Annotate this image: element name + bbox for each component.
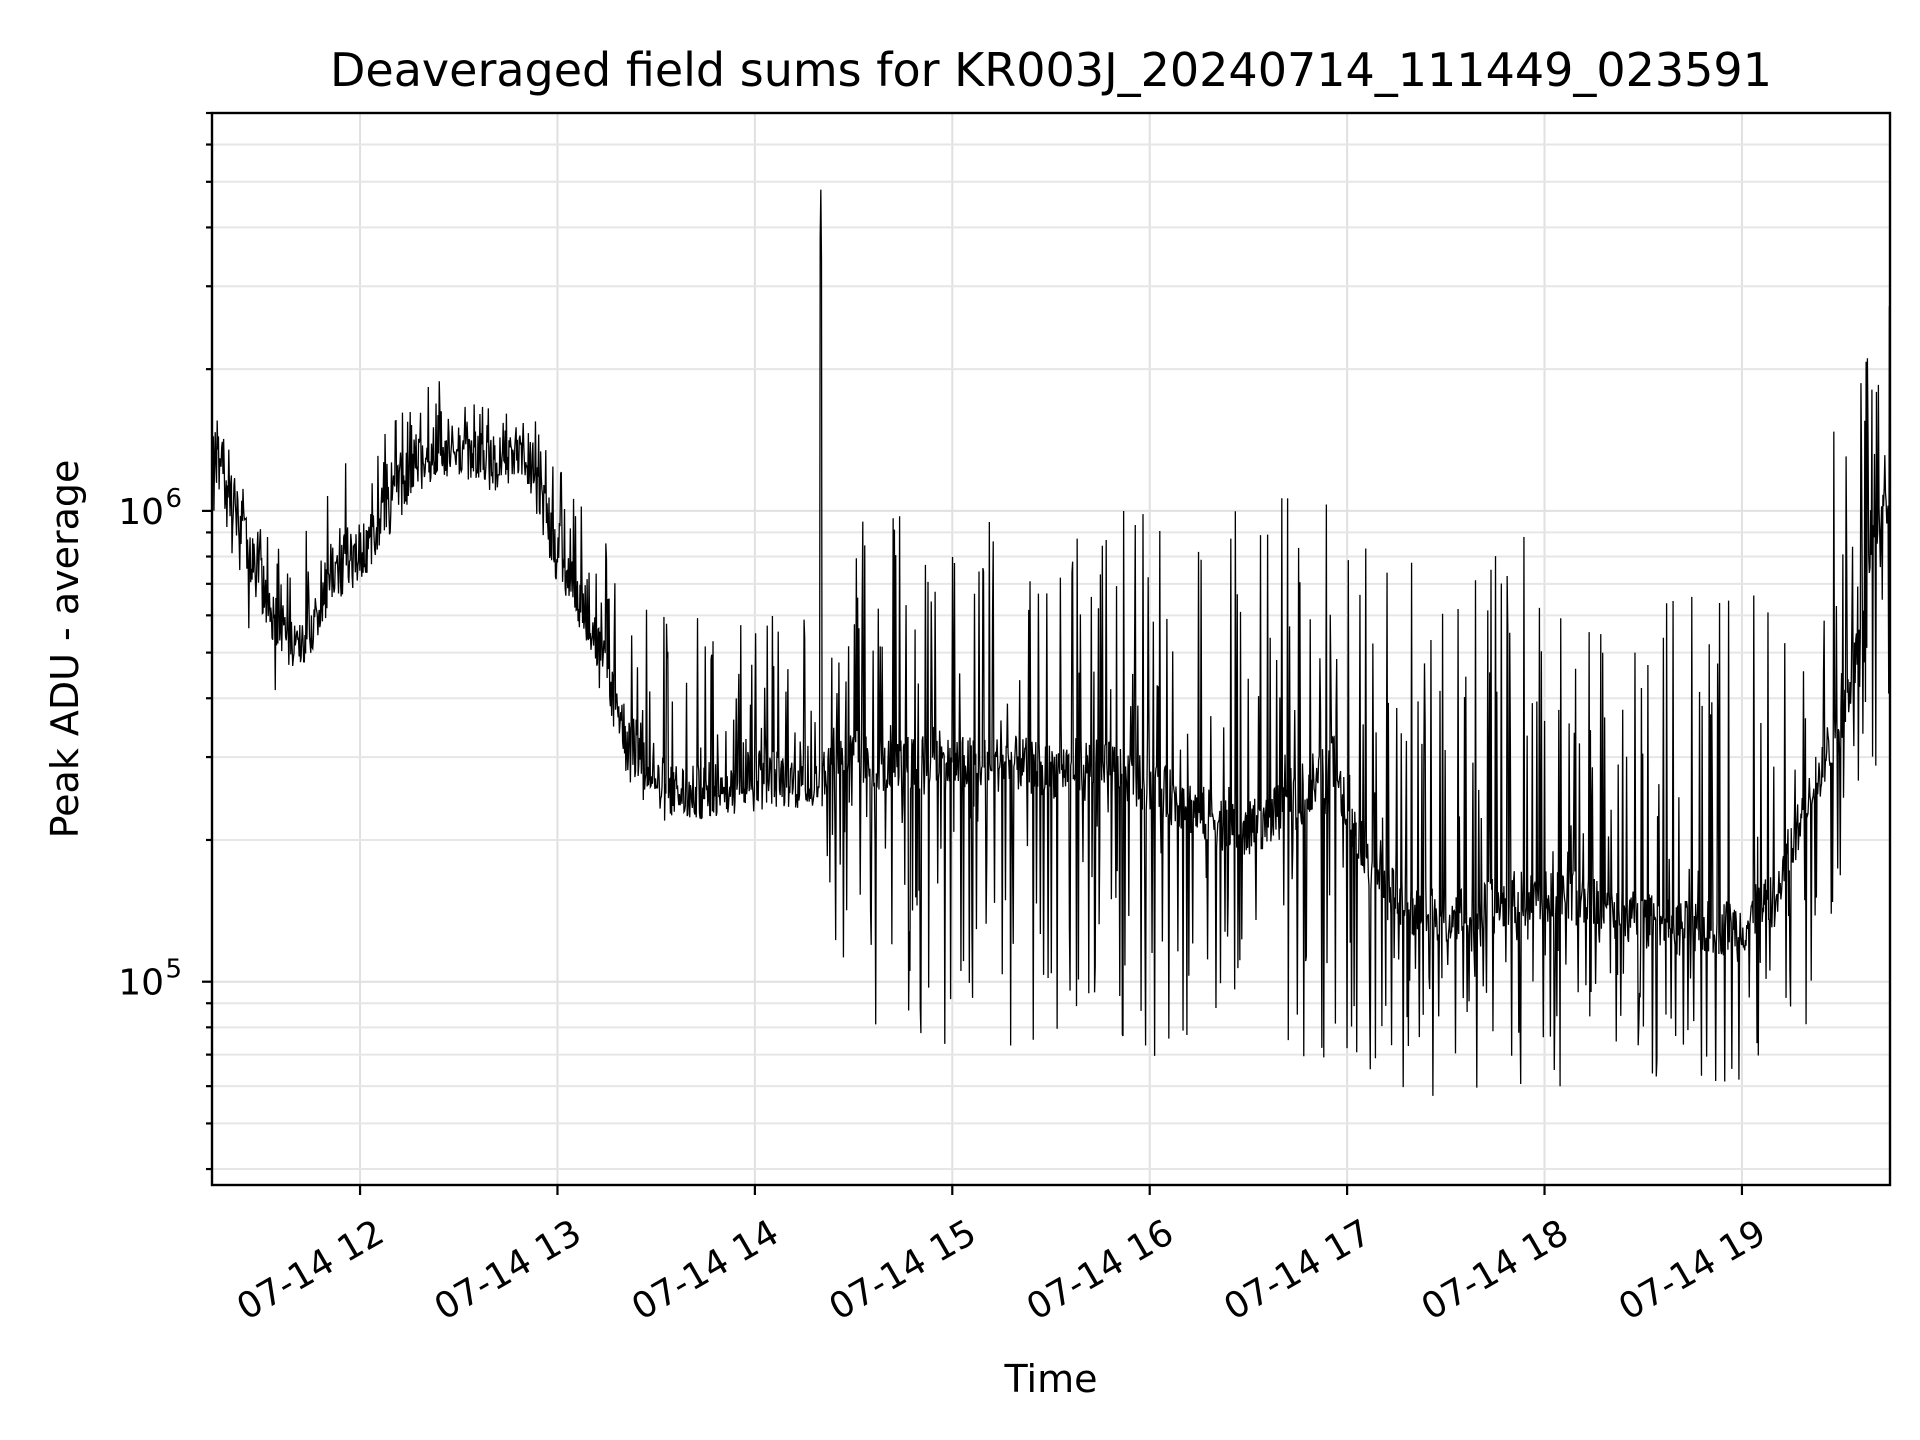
y-tick-exponent: 5 — [165, 955, 182, 985]
x-tick-label: 07-14 16 — [1020, 1212, 1181, 1328]
x-tick-label: 07-14 15 — [823, 1212, 984, 1328]
series-trace — [211, 189, 1891, 1096]
grid-lines — [212, 112, 1890, 1185]
y-axis-label: Peak ADU - average — [43, 460, 87, 839]
y-tick-label: 10 — [118, 492, 164, 533]
series-layer — [211, 189, 1891, 1096]
x-axis: 07-14 12 07-14 13 07-14 14 07-14 15 07-14 16… — [230, 1185, 1773, 1329]
x-tick-label: 07-14 17 — [1217, 1212, 1378, 1328]
y-tick-exponent: 6 — [165, 484, 182, 514]
x-axis-label: Time — [1004, 1357, 1098, 1401]
x-tick-label: 07-14 12 — [230, 1212, 391, 1328]
chart-title: Deaveraged field sums for KR003J_2024071… — [330, 43, 1772, 97]
plot-frame — [210, 111, 1892, 1187]
y-tick-label: 10 — [118, 963, 164, 1004]
x-tick-label: 07-14 19 — [1612, 1212, 1773, 1328]
x-tick-label: 07-14 14 — [625, 1212, 786, 1328]
x-tick-label: 07-14 13 — [428, 1212, 589, 1328]
x-tick-label: 07-14 18 — [1415, 1212, 1576, 1328]
